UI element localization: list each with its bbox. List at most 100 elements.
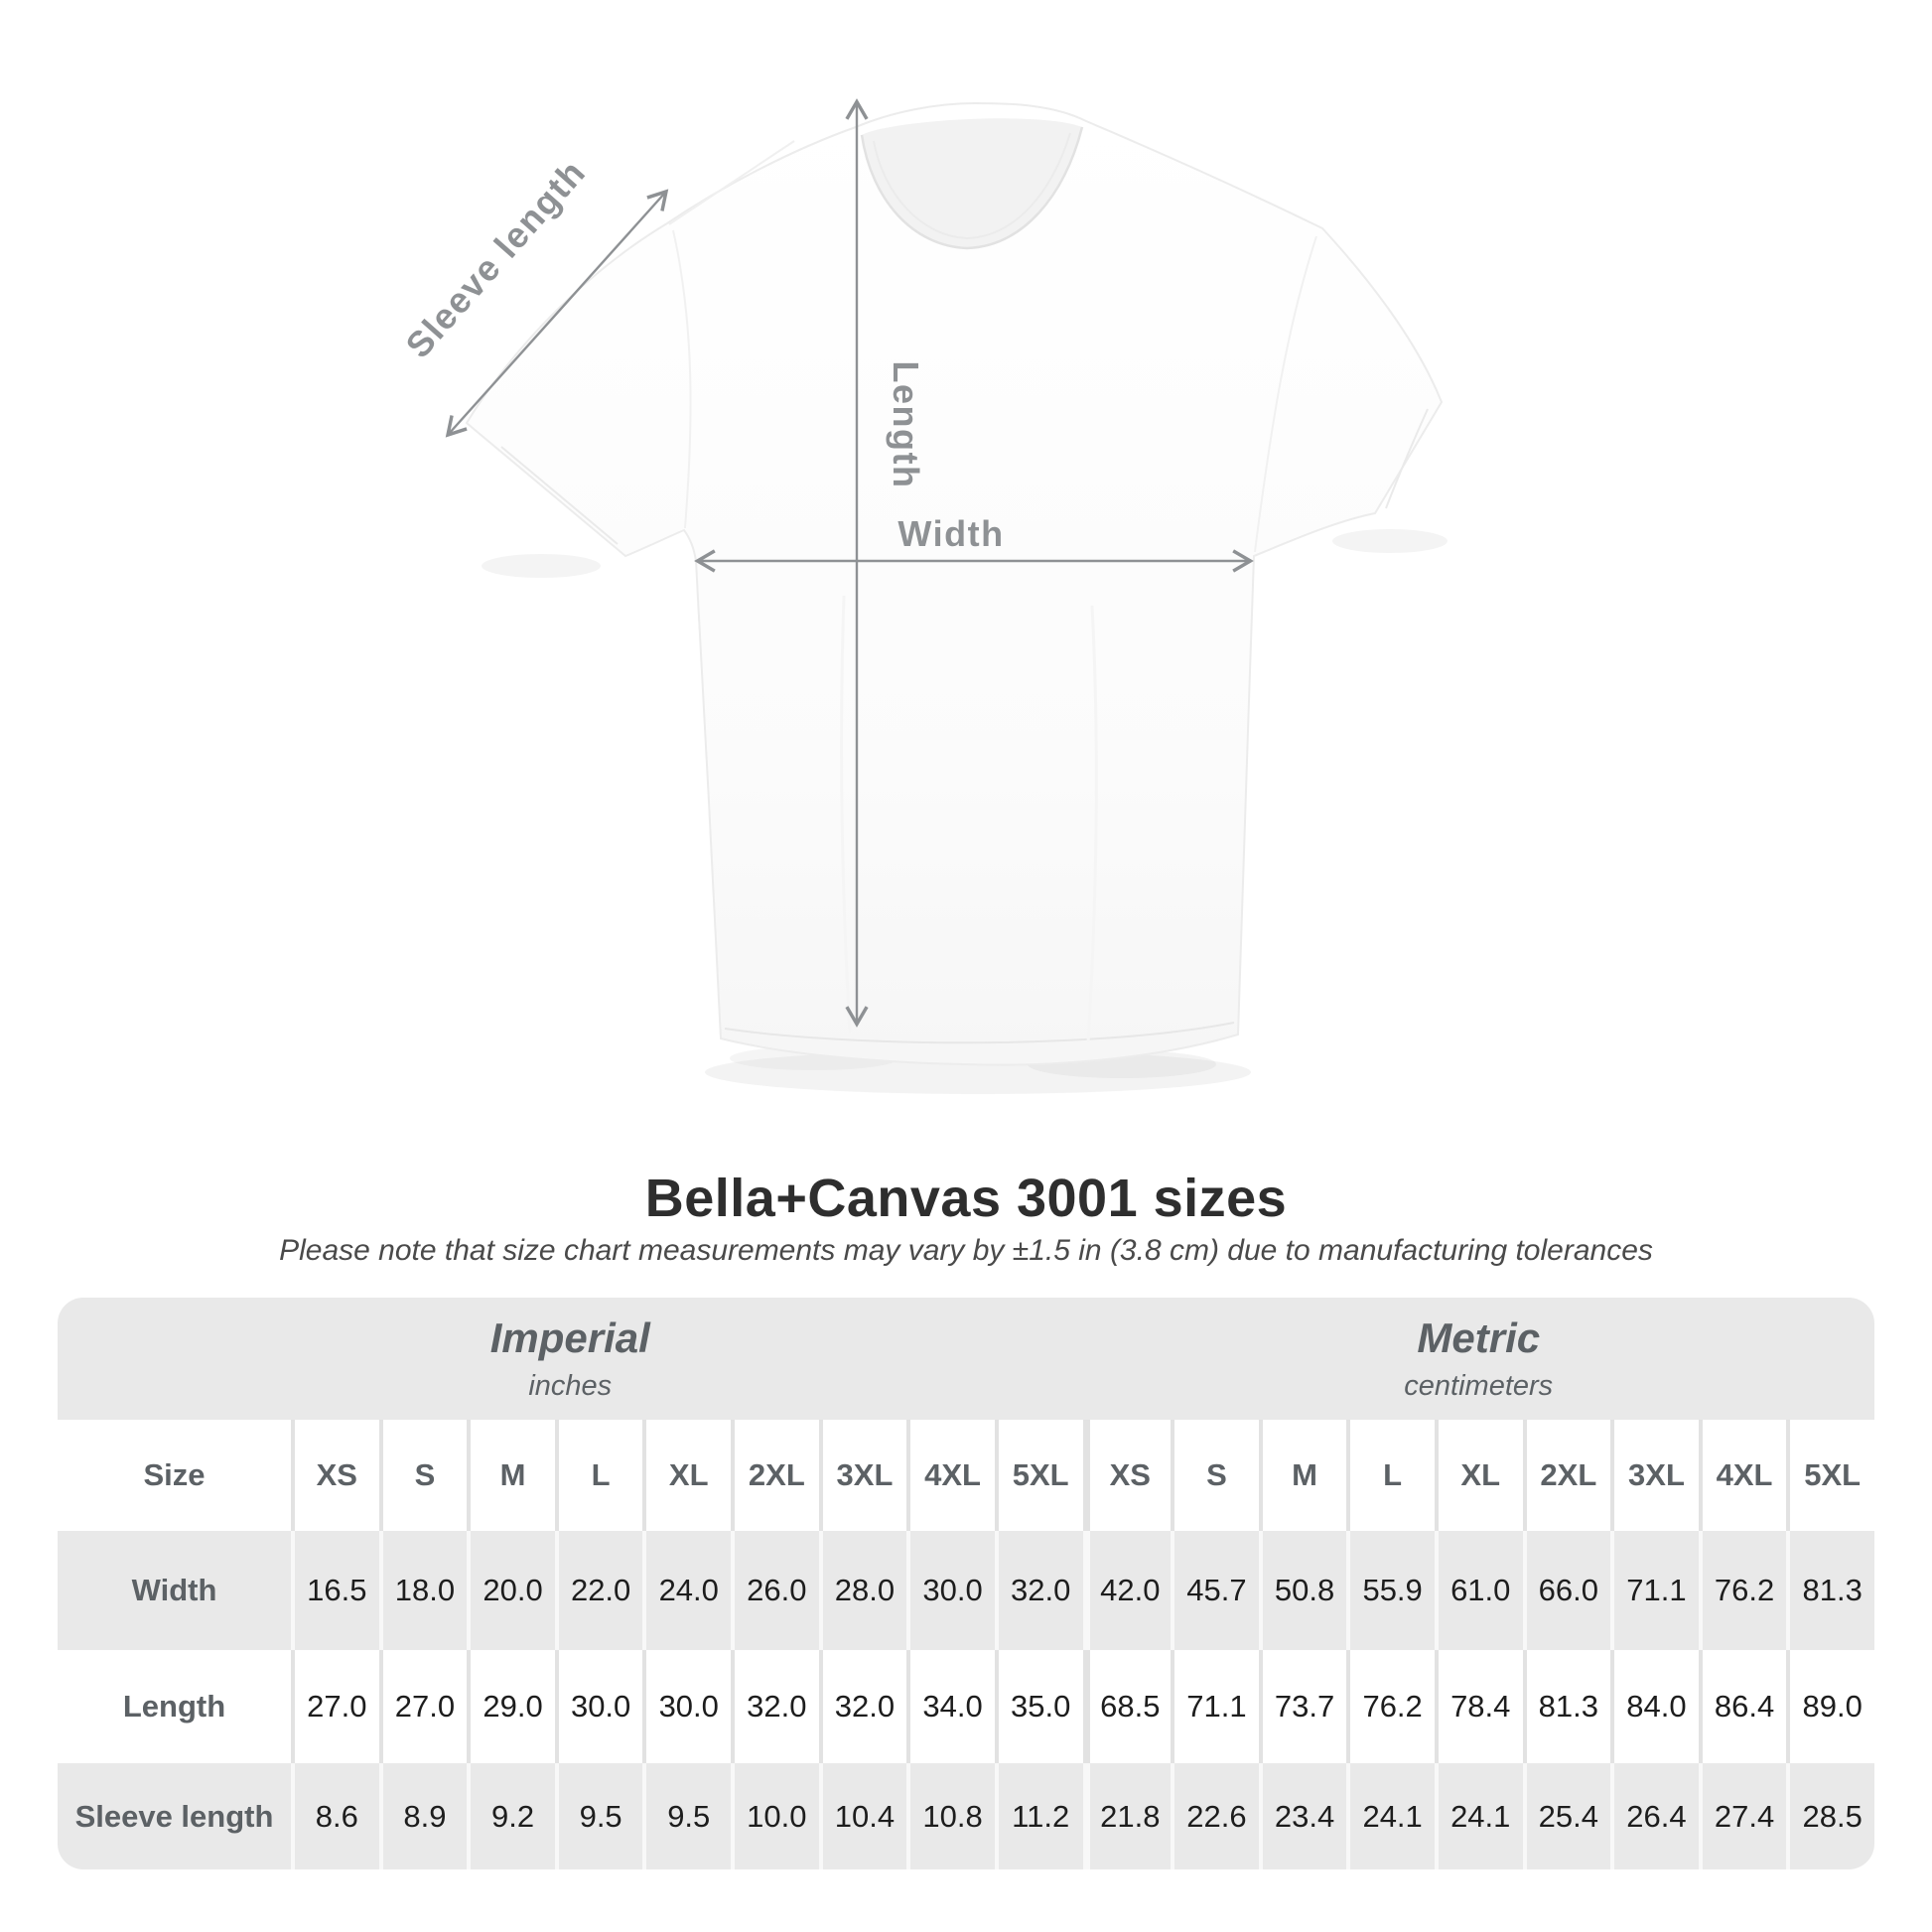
table-cell-sleeve-imperial-5xl: 11.2 — [994, 1763, 1083, 1869]
size-header-metric-xl: XL — [1434, 1420, 1523, 1531]
size-header-imperial-xs: XS — [291, 1420, 379, 1531]
left-armhole-seam — [672, 229, 692, 529]
size-header-metric-m: M — [1258, 1420, 1347, 1531]
tshirt-neck-opening — [862, 118, 1082, 248]
table-cell-sleeve-imperial-xl: 9.5 — [642, 1763, 732, 1869]
table-cell-sleeve-metric-5xl: 28.5 — [1786, 1763, 1874, 1869]
table-cell-width-metric-2xl: 66.0 — [1522, 1531, 1611, 1650]
table-cell-length-imperial-s: 27.0 — [378, 1650, 468, 1763]
tshirt-measurement-diagram: Sleeve length Length Width — [397, 98, 1448, 1094]
collar-neckline-seam — [860, 126, 1084, 250]
size-header-metric-3xl: 3XL — [1610, 1420, 1699, 1531]
table-cell-sleeve-imperial-s: 8.9 — [378, 1763, 468, 1869]
imperial-unit: inches — [528, 1370, 613, 1402]
table-cell-width-metric-xl: 61.0 — [1434, 1531, 1523, 1650]
size-header-imperial-s: S — [378, 1420, 468, 1531]
table-cell-length-imperial-3xl: 32.0 — [818, 1650, 907, 1763]
right-cuff-seam — [1385, 408, 1429, 509]
tolerance-note: Please note that size chart measurements… — [279, 1234, 1653, 1267]
collar-rib-seam — [873, 132, 1071, 240]
row-label-sleeve-length: Sleeve length — [58, 1763, 291, 1869]
table-cell-length-imperial-l: 30.0 — [554, 1650, 643, 1763]
size-header-imperial-xl: XL — [642, 1420, 732, 1531]
right-armhole-seam — [1254, 235, 1317, 553]
table-cell-length-imperial-5xl: 35.0 — [994, 1650, 1083, 1763]
table-cell-width-metric-3xl: 71.1 — [1610, 1531, 1699, 1650]
table-cell-length-imperial-m: 29.0 — [467, 1650, 555, 1763]
row-label-width: Width — [58, 1531, 291, 1650]
table-cell-width-imperial-m: 20.0 — [467, 1531, 555, 1650]
table-cell-sleeve-metric-4xl: 27.4 — [1698, 1763, 1787, 1869]
table-cell-sleeve-metric-l: 24.1 — [1346, 1763, 1435, 1869]
table-cell-sleeve-imperial-2xl: 10.0 — [731, 1763, 819, 1869]
table-cell-width-metric-s: 45.7 — [1171, 1531, 1259, 1650]
table-cell-width-imperial-3xl: 28.0 — [818, 1531, 907, 1650]
size-table: Imperial inches Metric centimeters Size … — [58, 1298, 1874, 1869]
size-header-metric-4xl: 4XL — [1698, 1420, 1787, 1531]
hem-seam — [724, 1022, 1235, 1044]
size-header-metric-xs: XS — [1082, 1420, 1172, 1531]
table-cell-width-metric-4xl: 76.2 — [1698, 1531, 1787, 1650]
left-cuff-seam — [500, 446, 619, 545]
table-cell-sleeve-imperial-m: 9.2 — [467, 1763, 555, 1869]
table-cell-length-metric-2xl: 81.3 — [1522, 1650, 1611, 1763]
table-cell-sleeve-imperial-xs: 8.6 — [291, 1763, 379, 1869]
size-header-metric-l: L — [1346, 1420, 1435, 1531]
width-annotation-label: Width — [897, 513, 1004, 554]
imperial-group-header: Imperial inches — [58, 1298, 1083, 1420]
metric-group-header: Metric centimeters — [1082, 1298, 1874, 1420]
size-header-metric-2xl: 2XL — [1522, 1420, 1611, 1531]
table-cell-sleeve-metric-m: 23.4 — [1258, 1763, 1347, 1869]
table-cell-length-metric-s: 71.1 — [1171, 1650, 1259, 1763]
table-cell-sleeve-metric-3xl: 26.4 — [1610, 1763, 1699, 1869]
table-cell-width-imperial-5xl: 32.0 — [994, 1531, 1083, 1650]
size-column-header: Size — [58, 1420, 291, 1531]
table-cell-sleeve-imperial-l: 9.5 — [554, 1763, 643, 1869]
size-header-imperial-4xl: 4XL — [906, 1420, 995, 1531]
table-cell-length-imperial-4xl: 34.0 — [906, 1650, 995, 1763]
size-header-metric-s: S — [1171, 1420, 1259, 1531]
size-header-metric-5xl: 5XL — [1786, 1420, 1874, 1531]
table-cell-width-metric-l: 55.9 — [1346, 1531, 1435, 1650]
fabric-wrinkle — [1086, 605, 1098, 1043]
metric-label: Metric — [1417, 1314, 1541, 1361]
size-header-imperial-m: M — [467, 1420, 555, 1531]
row-label-length: Length — [58, 1650, 291, 1763]
table-cell-length-metric-m: 73.7 — [1258, 1650, 1347, 1763]
table-cell-length-metric-xs: 68.5 — [1082, 1650, 1172, 1763]
table-cell-sleeve-imperial-4xl: 10.8 — [906, 1763, 995, 1869]
table-cell-width-imperial-4xl: 30.0 — [906, 1531, 995, 1650]
table-cell-width-metric-xs: 42.0 — [1082, 1531, 1172, 1650]
table-cell-width-imperial-s: 18.0 — [378, 1531, 468, 1650]
table-cell-width-imperial-l: 22.0 — [554, 1531, 643, 1650]
metric-unit: centimeters — [1404, 1370, 1554, 1402]
table-cell-length-imperial-2xl: 32.0 — [731, 1650, 819, 1763]
table-cell-width-metric-m: 50.8 — [1258, 1531, 1347, 1650]
length-annotation-label: Length — [886, 361, 926, 489]
table-cell-sleeve-metric-xs: 21.8 — [1082, 1763, 1172, 1869]
size-header-imperial-l: L — [554, 1420, 643, 1531]
table-cell-width-imperial-2xl: 26.0 — [731, 1531, 819, 1650]
measurement-annotations — [445, 98, 1254, 1028]
table-cell-length-metric-xl: 78.4 — [1434, 1650, 1523, 1763]
imperial-label: Imperial — [489, 1314, 650, 1361]
tshirt-illustration — [465, 101, 1444, 1066]
table-cell-length-imperial-xl: 30.0 — [642, 1650, 732, 1763]
table-cell-sleeve-metric-2xl: 25.4 — [1522, 1763, 1611, 1869]
table-cell-width-imperial-xl: 24.0 — [642, 1531, 732, 1650]
table-cell-width-metric-5xl: 81.3 — [1786, 1531, 1874, 1650]
table-cell-width-imperial-xs: 16.5 — [291, 1531, 379, 1650]
table-cell-length-metric-l: 76.2 — [1346, 1650, 1435, 1763]
page-title: Bella+Canvas 3001 sizes — [644, 1169, 1288, 1228]
table-cell-sleeve-metric-xl: 24.1 — [1434, 1763, 1523, 1869]
size-header-imperial-5xl: 5XL — [994, 1420, 1083, 1531]
table-cell-length-metric-3xl: 84.0 — [1610, 1650, 1699, 1763]
table-cell-length-imperial-xs: 27.0 — [291, 1650, 379, 1763]
sleeve-length-arrow — [445, 189, 669, 438]
tshirt-outline — [465, 101, 1444, 1066]
table-cell-sleeve-imperial-3xl: 10.4 — [818, 1763, 907, 1869]
table-cell-sleeve-metric-s: 22.6 — [1171, 1763, 1259, 1869]
table-cell-length-metric-4xl: 86.4 — [1698, 1650, 1787, 1763]
table-cell-length-metric-5xl: 89.0 — [1786, 1650, 1874, 1763]
